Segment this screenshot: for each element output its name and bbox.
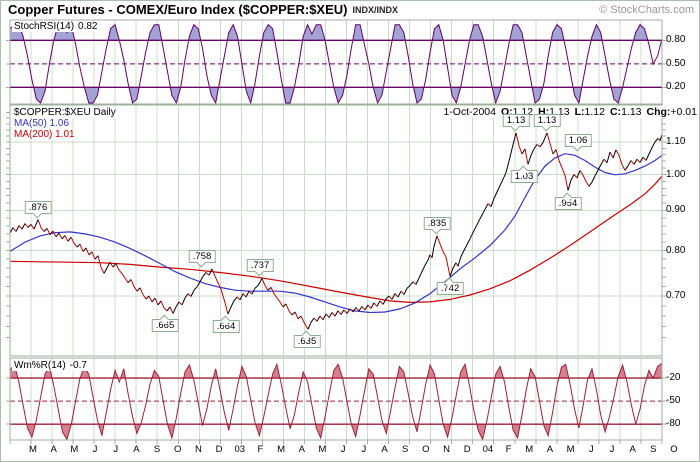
stochrsi-indicator-value: 0.82 [78, 21, 98, 32]
price-annotation: .665 [151, 315, 179, 333]
month-label: D [463, 444, 471, 455]
month-label: M [29, 444, 37, 455]
month-label: A [133, 444, 140, 455]
price-annotation: .954 [554, 192, 582, 210]
symbol-label: $COPPER:$XEU Daily [12, 107, 118, 118]
wmr-border [9, 357, 663, 441]
open-label: O: [500, 106, 513, 118]
month-label: A [629, 444, 636, 455]
quote-line: 1-Oct-2004 O:1.12 H:1.13 L:1.12 C:1.13 Chg:+0… [443, 106, 697, 118]
price-annotation: 1.03 [510, 165, 538, 184]
month-label: A [381, 444, 388, 455]
wmr-indicator-name: Wm%R(14) [14, 360, 66, 371]
month-label: J [113, 444, 119, 455]
price-annotation: 1.13 [502, 113, 530, 132]
month-label: J [588, 444, 594, 455]
price-annotation: .737 [246, 259, 274, 277]
price-annotation: 1.13 [533, 113, 561, 132]
wmr-indicator-value: -0.7 [69, 360, 87, 371]
month-label: M [70, 444, 79, 455]
high-label: H: [538, 106, 550, 118]
wmr-series-line [9, 362, 663, 442]
price-annotation: .664 [212, 315, 240, 333]
wmr-panel-label: Wm%R(14) -0.7 [12, 360, 89, 371]
main-yaxis-label: 0.80 [666, 244, 686, 256]
stochrsi-border [9, 19, 663, 105]
stochrsi-indicator-name: StochRSI(14) [14, 21, 75, 32]
month-label: M [318, 444, 327, 455]
wmr-overbought-fill [10, 363, 662, 379]
price-annotation: .835 [423, 216, 451, 235]
low-value: 1.12 [584, 106, 605, 118]
month-label: D [215, 444, 223, 455]
close-value: 1.13 [621, 106, 642, 118]
month-label: 04 [482, 444, 494, 455]
low-label: L: [574, 106, 585, 118]
ma200-label: MA(200) 1.01 [12, 129, 77, 140]
wmr-yaxis-label: -50 [666, 395, 681, 407]
ma50-line [9, 153, 663, 314]
stochrsi-panel-label: StochRSI(14) 0.82 [12, 21, 100, 32]
month-label: O [422, 444, 430, 455]
wmr-yaxis-label: -20 [666, 372, 681, 384]
main-border [9, 104, 663, 357]
main-yaxis-label: 1.10 [666, 136, 686, 148]
month-label: J [340, 444, 346, 455]
month-label: S [402, 444, 409, 455]
price-annotation: 1.06 [564, 134, 592, 152]
month-label: 03 [234, 444, 246, 455]
price-down-segments [12, 132, 661, 330]
stochrsi-yaxis-label: 0.20 [666, 81, 686, 93]
month-label: J [361, 444, 367, 455]
price-up-segments [9, 132, 663, 330]
change-value: +0.01 [670, 106, 697, 118]
month-label: J [92, 444, 98, 455]
month-label: F [505, 444, 512, 455]
month-label: A [50, 444, 57, 455]
chart-title: Copper Futures - COMEX/Euro Index ($COPP… [8, 2, 398, 17]
ma50-label: MA(50) 1.06 [12, 118, 72, 129]
stochrsi-yaxis-label: 0.80 [666, 34, 686, 46]
month-label: O [174, 444, 182, 455]
month-label: S [650, 444, 657, 455]
month-label: A [298, 444, 305, 455]
stochrsi-yaxis-label: 0.50 [666, 57, 686, 69]
month-label: O [670, 444, 678, 455]
main-yaxis-label: 1.00 [666, 168, 686, 180]
quote-date: 1-Oct-2004 [443, 106, 496, 118]
main-yaxis-label: 0.90 [666, 204, 686, 216]
month-label: J [609, 444, 615, 455]
price-annotation: .758 [188, 249, 216, 268]
close-label: C: [609, 106, 622, 118]
chart-title-text: Copper Futures - COMEX/Euro Index ($COPP… [8, 2, 348, 17]
month-label: M [525, 444, 534, 455]
month-label: N [443, 444, 450, 455]
month-label: M [566, 444, 575, 455]
price-annotation: .635 [293, 330, 321, 349]
main-yaxis-label: 0.70 [666, 290, 686, 302]
exchange-label: INDX/INDX [352, 5, 399, 15]
month-label: A [546, 444, 554, 455]
change-label: Chg: [646, 106, 671, 118]
copyright-label: © StockCharts.com [599, 4, 694, 16]
wmr-yaxis-label: -80 [666, 418, 681, 430]
month-label: N [194, 444, 202, 455]
month-label: F [257, 444, 264, 455]
stochrsi-series-line [9, 23, 663, 105]
stochrsi-oversold-fill [33, 87, 623, 103]
ma200-line [9, 175, 663, 304]
price-annotation: .742 [436, 277, 464, 296]
month-label: M [277, 444, 286, 455]
month-label: S [153, 444, 161, 455]
price-annotation: .876 [24, 200, 52, 219]
